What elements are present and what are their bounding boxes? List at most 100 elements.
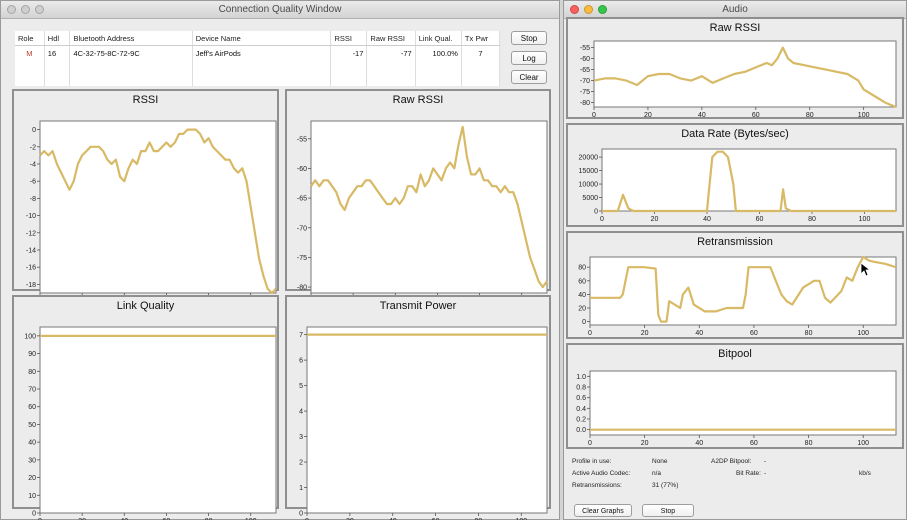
clear-graphs-button[interactable]: Clear Graphs (574, 504, 632, 517)
x-tick-label: 60 (432, 518, 440, 520)
minimize-button[interactable] (584, 5, 593, 14)
y-tick-label: -70 (580, 78, 590, 85)
x-tick-label: 100 (857, 330, 869, 337)
col-device-name[interactable]: Device Name (192, 31, 332, 46)
y-tick-label: -60 (297, 166, 307, 173)
x-tick-label: 100 (515, 518, 527, 520)
x-tick-label: 0 (38, 518, 42, 520)
x-tick-label: 80 (205, 518, 213, 520)
cell-bt-address: 4C-32-75-8C-72-9C (69, 45, 193, 60)
x-tick-label: 0 (305, 518, 309, 520)
x-tick-label: 0 (592, 112, 596, 119)
cell-role: M (15, 45, 45, 60)
x-tick-label: 0 (588, 330, 592, 337)
link-quality-chart-title: Link Quality (116, 300, 175, 312)
table-header-row: Role Hdl Bluetooth Address Device Name R… (15, 31, 501, 46)
col-bt-address[interactable]: Bluetooth Address (69, 31, 193, 46)
col-link-qual[interactable]: Link Qual. (415, 31, 462, 46)
stop-button[interactable]: Stop (511, 31, 547, 45)
y-tick-label: -75 (580, 89, 590, 96)
series-line (590, 255, 897, 323)
retransmissions-label: Retransmissions: (572, 482, 622, 489)
x-tick-label: 60 (750, 330, 758, 337)
rssi-chart-panel: RSSI 0204060801000-2-4-6-8-10-12-14-16-1… (12, 89, 279, 305)
y-tick-label: 10000 (579, 182, 599, 189)
y-tick-label: 4 (299, 409, 303, 416)
profile-value: None (652, 458, 668, 465)
window-title: Connection Quality Window (218, 4, 342, 15)
y-tick-label: 10 (28, 493, 36, 500)
y-tick-label: 60 (28, 404, 36, 411)
col-raw-rssi[interactable]: Raw RSSI (366, 31, 416, 46)
profile-label: Profile in use: (572, 458, 612, 465)
y-tick-label: -55 (580, 45, 590, 52)
table-row-empty (15, 60, 501, 73)
y-tick-label: -70 (297, 225, 307, 232)
bit-rate-label: Bit Rate: (736, 470, 761, 477)
y-tick-label: -80 (580, 100, 590, 107)
connection-table[interactable]: Role Hdl Bluetooth Address Device Name R… (15, 31, 501, 86)
x-tick-label: 20 (651, 216, 659, 223)
raw-rssi-chart-title: Raw RSSI (392, 94, 444, 106)
connection-quality-window: Connection Quality Window Role Hdl Bluet… (0, 0, 560, 520)
plot-area (39, 120, 277, 294)
y-tick-label: 0.8 (576, 385, 586, 392)
x-tick-label: 60 (752, 112, 760, 119)
y-tick-label: 30 (28, 457, 36, 464)
col-rssi[interactable]: RSSI (330, 31, 368, 46)
x-tick-label: 80 (805, 330, 813, 337)
y-tick-label: 1.0 (576, 374, 586, 381)
x-tick-label: 60 (750, 440, 758, 447)
col-hdl[interactable]: Hdl (44, 31, 71, 46)
x-tick-label: 60 (756, 216, 764, 223)
retransmissions-value: 31 (77%) (652, 482, 679, 489)
y-tick-label: 0 (582, 319, 586, 326)
x-tick-label: 40 (703, 216, 711, 223)
x-tick-label: 0 (600, 216, 604, 223)
x-tick-label: 20 (644, 112, 652, 119)
series-line (310, 125, 548, 289)
y-tick-label: -80 (297, 285, 307, 292)
connection-quality-titlebar[interactable]: Connection Quality Window (1, 1, 559, 19)
data-rate-chart: 0 20 40 60 80 100 20000 15000 10000 5000 0 (579, 148, 897, 223)
close-button[interactable] (570, 5, 579, 14)
transmit-power-chart-panel: Transmit Power 0 20 40 60 80 100 7 6 5 4 3 2 1 0 (285, 295, 551, 520)
table-row[interactable]: M 16 4C-32-75-8C-72-9C Jeff's AirPods -1… (15, 45, 501, 60)
x-tick-label: 20 (641, 330, 649, 337)
window-controls (7, 5, 44, 14)
audio-stop-button[interactable]: Stop (642, 504, 694, 517)
x-tick-label: 40 (695, 330, 703, 337)
y-tick-label: 0.0 (576, 427, 586, 434)
y-tick-label: 70 (28, 387, 36, 394)
plot-area (601, 148, 897, 212)
close-button[interactable] (7, 5, 16, 14)
y-tick-label: 40 (578, 292, 586, 299)
zoom-button[interactable] (598, 5, 607, 14)
x-tick-label: 80 (806, 112, 814, 119)
bitpool-title: Bitpool (718, 348, 752, 360)
y-tick-label: 2 (299, 460, 303, 467)
audio-window: Audio Raw RSSI 0 20 40 60 80 100 -55 -60 -65 -70-… (563, 0, 907, 520)
log-button[interactable]: Log (511, 51, 547, 65)
y-tick-label: 1 (299, 485, 303, 492)
audio-raw-rssi-panel: Raw RSSI 0 20 40 60 80 100 -55 -60 -65 -70 -75 -80 (566, 17, 904, 119)
cell-link-qual: 100.0% (415, 45, 462, 60)
plot-area (306, 326, 548, 514)
transmit-power-chart: 0 20 40 60 80 100 7 6 5 4 3 2 1 0 (299, 326, 548, 520)
clear-button[interactable]: Clear (511, 70, 547, 84)
table-row-empty (15, 73, 501, 86)
x-tick-label: 40 (120, 518, 128, 520)
x-tick-label: 80 (808, 216, 816, 223)
y-tick-label: 20000 (579, 155, 599, 162)
y-tick-label: 0 (32, 127, 36, 134)
data-rate-panel: Data Rate (Bytes/sec) 0 20 40 60 80 100 20000 1… (566, 123, 904, 227)
x-tick-label: 20 (346, 518, 354, 520)
series-line (39, 128, 277, 295)
zoom-button[interactable] (35, 5, 44, 14)
minimize-button[interactable] (21, 5, 30, 14)
cell-raw-rssi: -77 (366, 45, 416, 60)
col-role[interactable]: Role (15, 31, 45, 46)
y-tick-label: 0.2 (576, 417, 586, 424)
col-tx-pwr[interactable]: Tx Pwr (461, 31, 501, 46)
